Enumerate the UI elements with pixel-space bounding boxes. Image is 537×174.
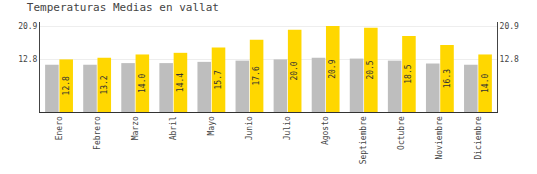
svg-text:17.6: 17.6	[252, 66, 261, 85]
svg-text:Abril: Abril	[169, 116, 178, 140]
svg-text:Julio: Julio	[283, 116, 292, 140]
svg-text:12.8: 12.8	[500, 55, 519, 64]
svg-text:20.9: 20.9	[18, 22, 37, 31]
svg-text:Mayo: Mayo	[207, 116, 216, 135]
svg-text:Junio: Junio	[245, 116, 254, 140]
svg-text:20.9: 20.9	[328, 59, 337, 78]
svg-text:Septiembre: Septiembre	[359, 116, 368, 164]
svg-text:13.2: 13.2	[100, 75, 109, 94]
svg-text:Temperaturas Medias en vallat: Temperaturas Medias en vallat	[27, 1, 219, 14]
svg-text:12.8: 12.8	[62, 76, 71, 95]
svg-text:Marzo: Marzo	[131, 116, 140, 140]
svg-text:Noviembre: Noviembre	[435, 116, 444, 160]
svg-text:16.3: 16.3	[443, 69, 452, 88]
svg-text:14.0: 14.0	[481, 74, 490, 93]
svg-text:Agosto: Agosto	[321, 116, 330, 145]
svg-text:14.4: 14.4	[176, 73, 185, 92]
svg-text:18.5: 18.5	[404, 64, 413, 83]
svg-text:15.7: 15.7	[214, 70, 223, 89]
svg-text:Febrero: Febrero	[93, 116, 102, 150]
svg-text:20.5: 20.5	[366, 60, 375, 79]
svg-text:14.0: 14.0	[138, 74, 147, 93]
svg-text:Enero: Enero	[55, 116, 64, 140]
svg-text:20.0: 20.0	[290, 61, 299, 80]
svg-text:12.8: 12.8	[18, 55, 37, 64]
svg-text:Octubre: Octubre	[397, 116, 406, 150]
svg-text:Diciembre: Diciembre	[474, 116, 483, 160]
svg-text:20.9: 20.9	[500, 22, 519, 31]
